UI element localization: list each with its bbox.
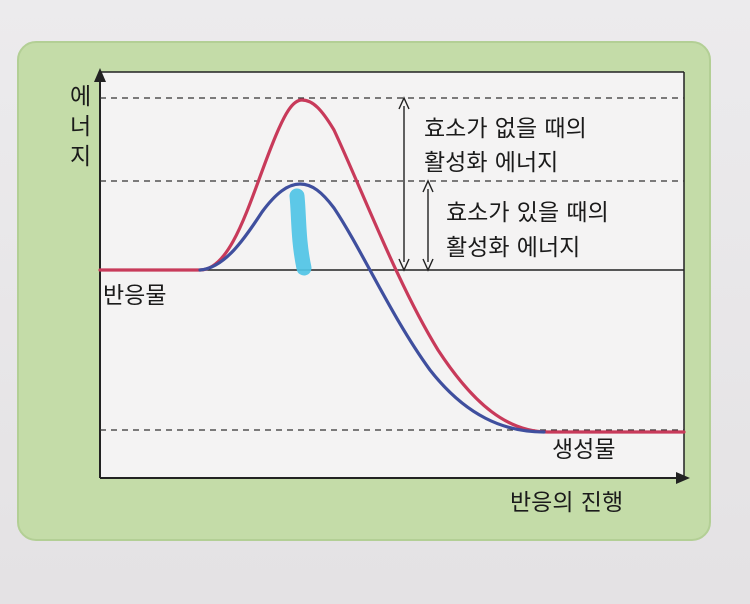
highlighter-mark <box>289 188 312 276</box>
x-axis-arrowhead <box>676 472 690 484</box>
with-enzyme-label-line2: 활성화 에너지 <box>446 235 580 261</box>
y-axis-label: 에 너 지 <box>70 84 98 170</box>
reactant-label: 반응물 <box>103 283 166 309</box>
arrow-activation-with-enzyme <box>422 179 434 272</box>
without-enzyme-label-line1: 효소가 없을 때의 <box>424 116 587 142</box>
curve-with-enzyme <box>198 182 546 434</box>
x-axis-label: 반응의 진행 <box>510 490 623 516</box>
y-axis-label-char-3: 지 <box>70 144 91 170</box>
product-label: 생성물 <box>552 437 615 463</box>
without-enzyme-label-line2: 활성화 에너지 <box>424 150 558 176</box>
with-enzyme-label-line1: 효소가 있을 때의 <box>446 200 609 226</box>
y-axis-label-char-1: 에 <box>70 84 91 110</box>
curve-without-enzyme <box>98 98 686 434</box>
y-axis-label-char-2: 너 <box>70 114 91 140</box>
y-axis-arrowhead <box>94 68 106 82</box>
arrow-activation-without-enzyme <box>398 96 410 272</box>
plot-area <box>100 72 684 478</box>
